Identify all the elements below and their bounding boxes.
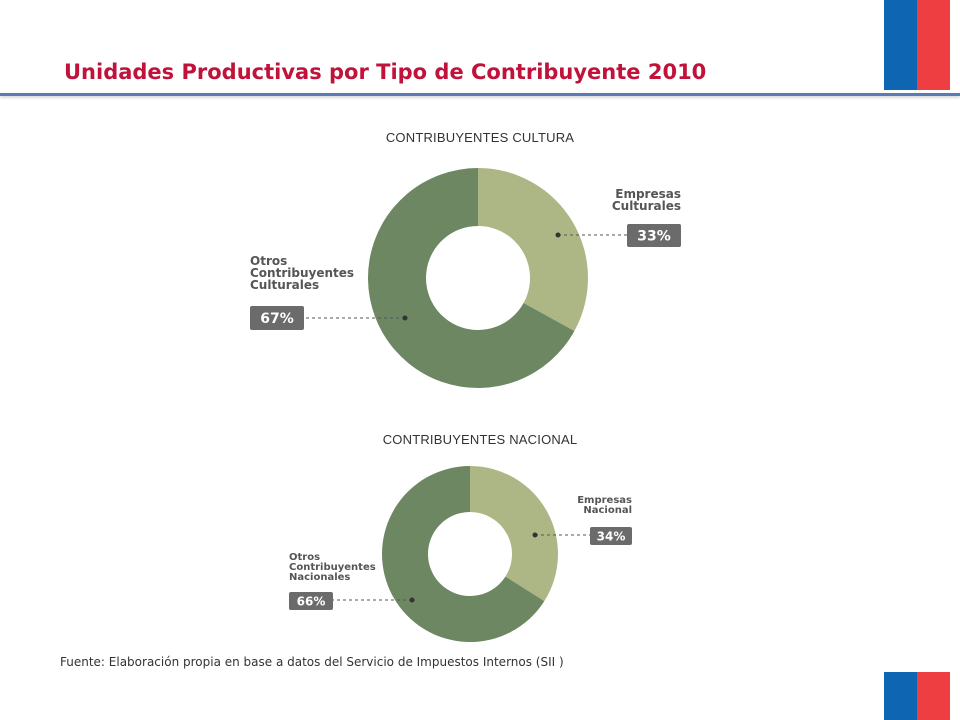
- chart-title-cultura: CONTRIBUYENTES CULTURA: [385, 130, 575, 145]
- donut-slice-0: [478, 167, 588, 331]
- flag-corner-bottom: [884, 672, 950, 720]
- flag-blue-stripe: [884, 672, 917, 720]
- donut-chart-nacional: 34% Empresas Nacional 66% Otros Contribuyente…: [289, 466, 632, 642]
- slice-label-0: Empresas Culturales: [612, 187, 681, 213]
- flag-red-stripe: [917, 0, 950, 90]
- leader-dot-0: [532, 532, 538, 538]
- title-underline: [0, 93, 960, 96]
- slice-label-1: Otros Contribuyentes Nacionales: [289, 552, 376, 583]
- value-badge-1: [289, 592, 333, 610]
- flag-blue-stripe: [884, 0, 917, 90]
- donut-slice-1: [381, 466, 545, 642]
- leader-dot-0: [555, 232, 561, 238]
- donut-chart-cultura: 33% Empresas Culturales 67% Otros Contribuyen…: [250, 167, 681, 388]
- value-label-0: 33%: [637, 229, 671, 245]
- value-label-1: 67%: [260, 311, 294, 327]
- leader-dot-1: [402, 315, 408, 321]
- chart-title-nacional: CONTRIBUYENTES NACIONAL: [382, 432, 578, 447]
- flag-corner-top: [884, 0, 950, 90]
- value-label-0: 34%: [597, 529, 626, 543]
- value-badge-0: [627, 224, 681, 247]
- slice-label-1: Otros Contribuyentes Culturales: [250, 254, 354, 292]
- value-badge-1: [250, 306, 304, 330]
- leader-dot-1: [409, 597, 415, 603]
- donut-slice-0: [470, 466, 558, 602]
- donut-slice-1: [367, 168, 575, 388]
- value-label-1: 66%: [297, 594, 326, 608]
- source-footnote: Fuente: Elaboración propia en base a dat…: [60, 655, 564, 669]
- flag-red-stripe: [917, 672, 950, 720]
- slide-title: Unidades Productivas por Tipo de Contrib…: [64, 60, 707, 84]
- slice-label-0: Empresas Nacional: [577, 495, 632, 516]
- value-badge-0: [590, 527, 632, 545]
